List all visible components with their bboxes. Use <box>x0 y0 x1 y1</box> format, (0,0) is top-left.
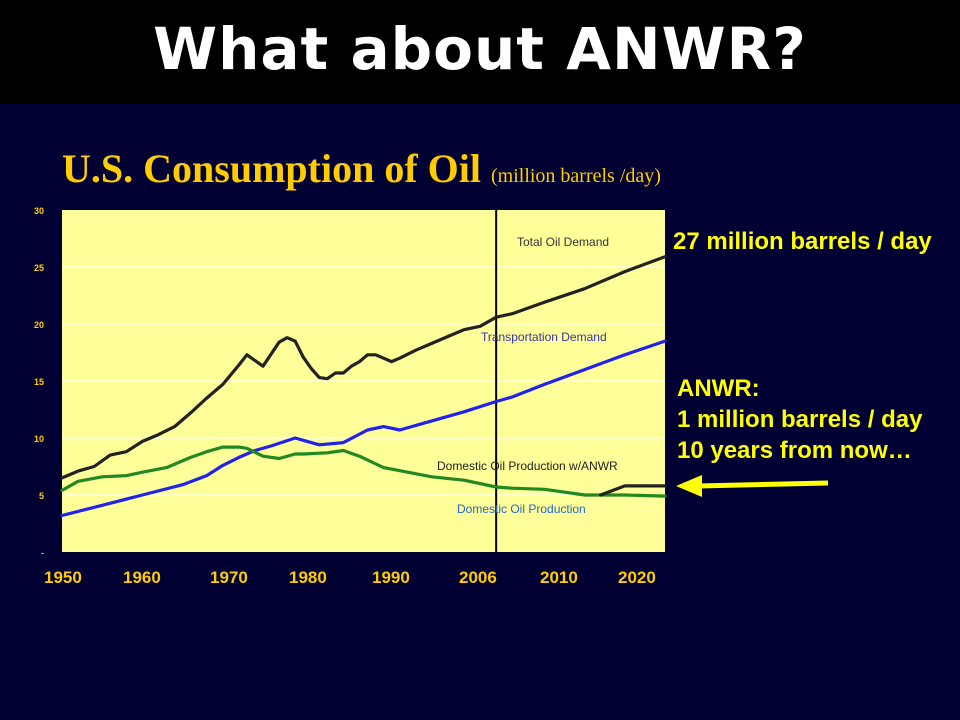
y-tick-label: 5 <box>39 491 44 501</box>
x-tick-label: 1990 <box>372 568 410 587</box>
callout-anwr-timing: 10 years from now… <box>677 437 912 464</box>
x-tick-label: 1970 <box>210 568 248 587</box>
annotation-total-oil-demand: Total Oil Demand <box>517 235 609 249</box>
x-tick-label: 1960 <box>123 568 161 587</box>
annotation-domestic-production-anwr: Domestic Oil Production w/ANWR <box>437 459 618 473</box>
annotation-transportation-demand: Transportation Demand <box>481 330 607 344</box>
callout-anwr-heading: ANWR: <box>677 375 760 402</box>
anwr-arrow <box>676 475 829 497</box>
y-tick-label: 10 <box>34 434 44 444</box>
y-tick-label: - <box>41 548 44 558</box>
grid-lines <box>62 266 665 496</box>
series-line-domestic-oil-production <box>60 445 667 498</box>
y-tick-label: 15 <box>34 377 44 387</box>
series-line-total-oil-demand <box>60 255 667 480</box>
series-line-transportation-demand <box>60 339 667 518</box>
chart-heading: U.S. Consumption of Oil (million barrels… <box>62 144 661 201</box>
x-tick-label: 2010 <box>540 568 578 587</box>
chart-heading-main: U.S. Consumption of Oil <box>62 146 481 191</box>
x-tick-label: 1950 <box>44 568 82 587</box>
series-group <box>60 255 667 518</box>
y-axis-ticks: 30 25 20 15 10 5 - <box>34 206 44 558</box>
x-tick-label: 1980 <box>289 568 327 587</box>
series-annotations: Total Oil Demand Transportation Demand D… <box>437 235 618 516</box>
callout-total-demand: 27 million barrels / day <box>673 228 932 255</box>
series-line-domestic-oil-production-w-anwr <box>599 484 667 497</box>
title-bar <box>0 0 960 104</box>
annotation-domestic-production: Domestic Oil Production <box>457 502 586 516</box>
chart-heading-unit: (million barrels /day) <box>490 165 661 187</box>
slide-title: What about ANWR? <box>153 15 807 83</box>
arrow-head <box>676 475 702 497</box>
callout-anwr-rate: 1 million barrels / day <box>677 406 923 433</box>
y-tick-label: 25 <box>34 263 44 273</box>
y-tick-label: 30 <box>34 206 44 216</box>
arrow-shaft <box>697 480 829 489</box>
x-tick-label: 2006 <box>459 568 497 587</box>
y-tick-label: 20 <box>34 320 44 330</box>
x-tick-label: 2020 <box>618 568 656 587</box>
